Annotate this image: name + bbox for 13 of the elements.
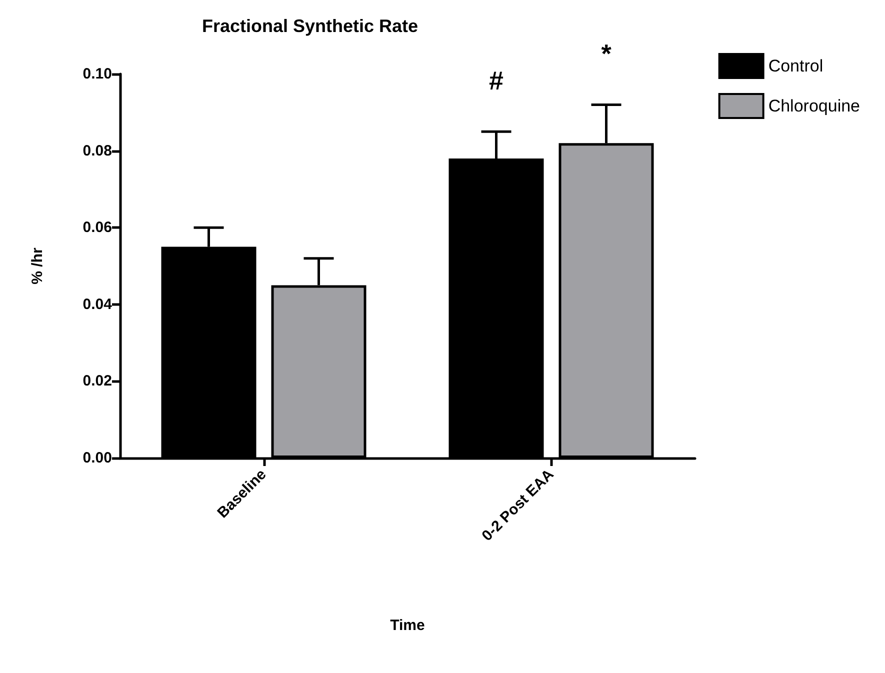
legend-label: Control: [768, 56, 824, 76]
y-axis-title: % /hr: [29, 248, 46, 284]
legend-label: Chloroquine: [768, 96, 860, 116]
text: *: [601, 38, 612, 69]
y-tick-label: 0.02: [82, 372, 112, 390]
x-axis-title: Time: [390, 617, 425, 634]
y-tick-label: 0.10: [82, 66, 112, 82]
annotation: #: [489, 66, 504, 96]
y-tick-label: 0.04: [82, 296, 113, 313]
y-tick-label: 0.00: [82, 450, 112, 466]
chart-title: Fractional Synthetic Rate: [202, 16, 418, 36]
y-tick-label: 0.08: [82, 142, 112, 160]
y-tick-label: 0.06: [82, 219, 112, 236]
